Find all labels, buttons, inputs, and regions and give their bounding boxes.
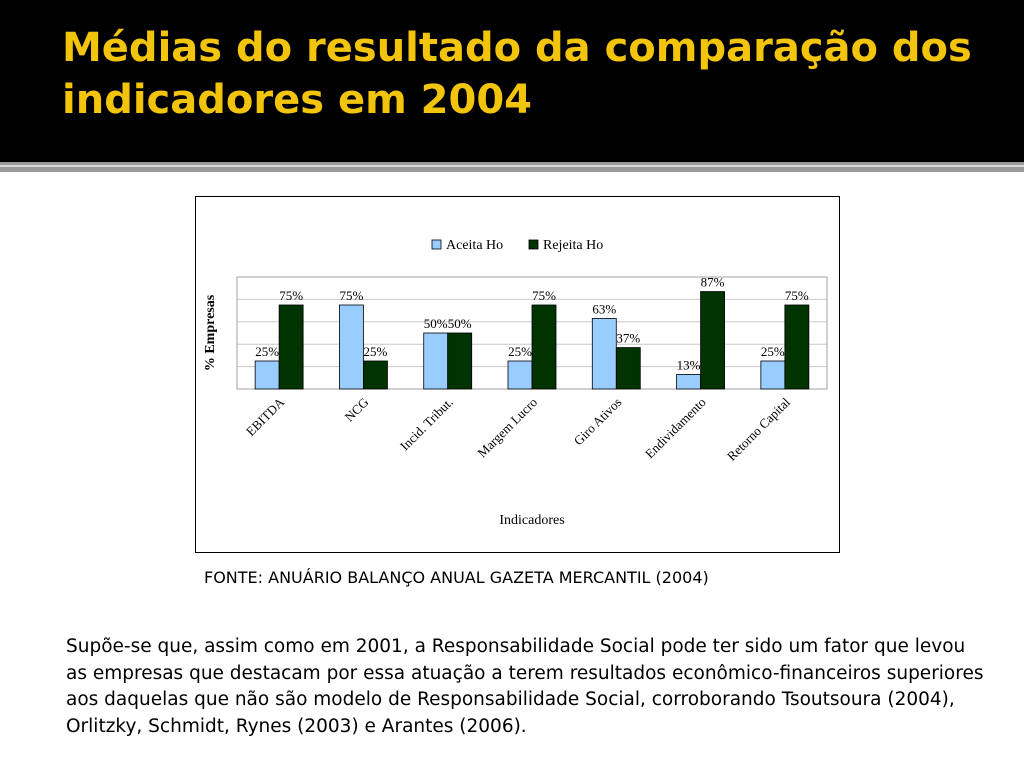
- slide-content: 25% 75% 50% 25% 63% 13% 25% 75% 25% 50% 75% 37% 87% 7…: [0, 172, 1024, 768]
- data-label: 13%: [677, 357, 701, 372]
- bar-rejeita: [363, 360, 388, 390]
- bar-aceita: [339, 304, 364, 390]
- data-label: 75%: [532, 288, 556, 303]
- data-label: 75%: [340, 288, 364, 303]
- slide-title: Médias do resultado da comparação dos in…: [62, 25, 972, 123]
- data-label: 63%: [592, 301, 616, 316]
- legend-label-aceita: Aceita Ho: [446, 238, 503, 253]
- legend-label-rejeita: Rejeita Ho: [543, 238, 603, 253]
- bar-aceita: [591, 318, 617, 390]
- data-label: 25%: [761, 344, 785, 359]
- bar-rejeita: [615, 347, 641, 390]
- bar-rejeita: [784, 304, 810, 390]
- x-tick-label: Endividamento: [642, 395, 709, 462]
- bar-rejeita: [531, 304, 557, 390]
- data-label: 25%: [508, 344, 532, 359]
- x-tick-label: Retorno Capital: [724, 394, 793, 463]
- bar-rejeita: [700, 291, 725, 390]
- x-tick-label: Margem Lucro: [474, 395, 540, 461]
- x-tick-label: NCG: [342, 395, 372, 425]
- body-paragraph: Supõe-se que, assim como em 2001, a Resp…: [66, 636, 984, 737]
- data-label: 75%: [785, 288, 809, 303]
- x-tick-label: Giro Ativos: [571, 395, 625, 449]
- data-label: 50%: [448, 316, 472, 331]
- bar-chart: 25% 75% 50% 25% 63% 13% 25% 75% 25% 50% 75% 37% 87% 7…: [203, 238, 828, 528]
- x-tick-label: EBITDA: [243, 394, 288, 439]
- bar-aceita: [676, 374, 701, 390]
- title-separator: [0, 162, 1024, 172]
- bar-aceita: [423, 332, 449, 390]
- title-bar: Médias do resultado da comparação dos in…: [0, 0, 1024, 160]
- data-label: 87%: [701, 275, 725, 290]
- bar-aceita: [507, 360, 533, 390]
- data-label: 75%: [279, 288, 303, 303]
- chart-source: FONTE: ANUÁRIO BALANÇO ANUAL GAZETA MERC…: [204, 568, 709, 587]
- bar-rejeita: [278, 304, 304, 390]
- bar-rejeita: [447, 332, 473, 390]
- x-tick-label: Incid. Tribut.: [397, 395, 456, 454]
- data-label: 25%: [364, 344, 388, 359]
- chart-container: 25% 75% 50% 25% 63% 13% 25% 75% 25% 50% 75% 37% 87% 7…: [195, 196, 840, 553]
- x-axis-label: Indicadores: [499, 513, 564, 528]
- y-axis-label: % Empresas: [203, 294, 218, 371]
- data-label: 50%: [424, 316, 448, 331]
- bar-aceita: [760, 360, 786, 390]
- data-label: 25%: [255, 344, 279, 359]
- data-label: 37%: [616, 331, 640, 346]
- legend-swatch-rejeita: [528, 239, 539, 250]
- legend-swatch-aceita: [431, 239, 442, 250]
- bar-aceita: [254, 360, 280, 390]
